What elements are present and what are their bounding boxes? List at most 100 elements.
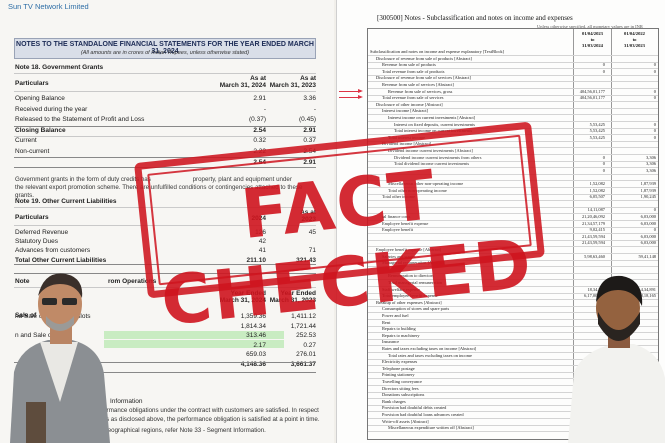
xbrl-row-value-current: 0 <box>602 154 605 160</box>
note20-row-value-2023: 3,661.37 <box>290 361 316 368</box>
note18-row-value-2024: (0.37) <box>249 116 266 124</box>
note19-row-label: Statutory Dues <box>15 238 58 246</box>
highlight-row-2 <box>104 340 284 348</box>
note20-row-value-2024: 2.17 <box>253 341 266 349</box>
xbrl-row: Revenue from sale of products 0 0 <box>368 62 658 70</box>
xbrl-row-value-previous: 0 <box>653 227 656 233</box>
note20-row-label: n and Sale of rights <box>15 332 72 340</box>
note18-row-value-2024: 0.32 <box>253 137 266 145</box>
note18-col1-b: March 31, 2024 <box>219 82 266 89</box>
xbrl-row: Revenue from sale of services, gross 404,… <box>368 89 658 96</box>
xbrl-row: Total managerial remuneration <box>368 280 658 288</box>
xbrl-row-value-previous: 0 <box>653 207 656 213</box>
xbrl-row-label: Total revenue from sale of services <box>382 95 444 101</box>
note20-col2-a: Year Ended <box>280 290 316 297</box>
xbrl-row: Interest income on current investments [… <box>368 115 658 123</box>
xbrl-row-value-current: 0 <box>602 68 605 74</box>
xbrl-row-value-previous: 4,34,891 <box>640 286 656 292</box>
xbrl-row: Travelling conveyance <box>368 379 658 387</box>
xbrl-row-label: Disclosure of revenue from sale of produ… <box>376 55 472 61</box>
note18-row-label: Current <box>15 137 37 145</box>
xbrl-row-label: Repairs to machinery <box>382 332 420 338</box>
xbrl-row-value-previous: 6,03,000 <box>640 240 656 246</box>
note20-para-1: erformance obligations under the contrac… <box>96 407 319 414</box>
xbrl-row: Repairs to building <box>368 326 658 334</box>
xbrl-row: Provision bad doubtful debts created <box>368 405 658 413</box>
note20-row-value-2023: 276.01 <box>296 351 316 359</box>
xbrl-row: Total revenue from sale of services 404,5… <box>368 95 658 103</box>
xbrl-row-value-current: 1,52,082 <box>589 187 605 193</box>
xbrl-row-value-current: 404,56,01,177 <box>579 88 605 94</box>
note19-row-label: Total Other Current Liabilities <box>15 256 107 264</box>
xbrl-row: Consumption of stores and spare parts <box>368 306 658 314</box>
xbrl-row: Remuneration to directors <box>368 273 658 281</box>
note20-row-value-2023: 0.27 <box>303 341 316 349</box>
xbrl-row-value-current: 0 <box>602 167 605 173</box>
note20-para-2: tions as disclosed above, the performanc… <box>96 416 320 423</box>
xbrl-row-value-current: 6,17,00,297 <box>584 293 605 299</box>
xbrl-row-label: Remuneration to directors <box>388 273 434 279</box>
xbrl-row-value-current: 21,20,46,092 <box>581 214 605 219</box>
note18-row-value-2024: 2.91 <box>253 95 266 102</box>
xbrl-row: Write-off assets [Abstract] <box>368 419 658 426</box>
xbrl-row-value-current: 21,43,59,594 <box>581 240 605 246</box>
xbrl-row-label: Disclosure of other income [Abstract] <box>376 101 443 107</box>
table-divider <box>14 362 316 363</box>
xbrl-row-value-previous: 0 <box>653 128 656 134</box>
xbrl-row: Total revenue from sale of products 0 0 <box>368 69 658 76</box>
xbrl-row-label: Repairs to building <box>382 326 416 332</box>
xbrl-row-label: Directors sitting fees <box>382 385 419 391</box>
note20-title-tail: rom Operations <box>108 278 157 285</box>
table-divider <box>14 136 316 137</box>
note20-col1-a: Year Ended <box>230 290 266 297</box>
xbrl-row: Provision bad doubtful loans advances cr… <box>368 412 658 420</box>
xbrl-row-value-current: 5,53,425 <box>589 121 605 127</box>
xbrl-row-label: Subclassification and notes on income an… <box>370 49 505 54</box>
xbrl-row-label: Insurance <box>382 339 400 345</box>
xbrl-row-label: Total employee benefit expense <box>382 293 438 299</box>
xbrl-row-value-previous: 3,306 <box>646 154 656 160</box>
xbrl-row-label: Consumption of stores and spare parts <box>382 306 450 312</box>
red-arrow-2 <box>339 95 363 99</box>
xbrl-row-value-previous: 0 <box>653 68 656 74</box>
xbrl-row-value-previous: 0 <box>653 134 656 140</box>
xbrl-row-value-current: 21,43,59,594 <box>581 233 605 239</box>
xbrl-col2-header: 01/04/2022 to 31/03/2023 <box>624 31 645 48</box>
xbrl-row-label: Breakup of other expenses [Abstract] <box>376 299 442 305</box>
xbrl-row: Power and fuel <box>368 313 658 321</box>
note20-sale-of: Sale of <box>15 312 37 319</box>
xbrl-row: Interest income [Abstract] <box>368 108 658 116</box>
note18-row-value-2023: 2.91 <box>303 126 316 134</box>
xbrl-row <box>368 267 658 274</box>
xbrl-row-value-previous: 6,03,000 <box>640 220 656 226</box>
xbrl-row-value-current: 14,11,087 <box>587 207 605 213</box>
note18-title: Note 18. Government Grants <box>15 64 104 71</box>
note19-col-particulars: Particulars <box>15 214 49 221</box>
xbrl-row-label: Printing stationery <box>382 372 415 378</box>
xbrl-row: Total employee benefit expense 6,17,00,29… <box>368 293 658 301</box>
xbrl-row: Rates and taxes excluding taxes on incom… <box>368 346 658 354</box>
note18-row-label: Non-current <box>15 148 50 155</box>
note20-para-3: by geographical regions, refer Note 33 -… <box>96 427 266 434</box>
xbrl-row-label: Disclosure of revenue from sale of servi… <box>376 75 471 81</box>
xbrl-row-value-previous: 0 <box>653 121 656 127</box>
note18-row-value-2024: - <box>263 105 266 113</box>
note20-row-value-2024: 4,148.36 <box>240 361 266 368</box>
xbrl-row-value-current: 5,53,425 <box>589 134 605 140</box>
note20-row-value-2024: 659.03 <box>246 351 266 359</box>
note18-col1-a: As at <box>250 75 266 82</box>
xbrl-row-value-current: 0 <box>602 62 605 68</box>
xbrl-row-label: Bank charges <box>382 398 406 404</box>
xbrl-row-label: Rent <box>382 319 391 325</box>
note18-row-value-2024: 2.54 <box>253 126 266 134</box>
xbrl-row-label: Revenue from sale of services [Abstract] <box>382 82 454 87</box>
xbrl-title: [300500] Notes - Subclassification and n… <box>377 14 573 22</box>
xbrl-row: Breakup of other expenses [Abstract] <box>368 300 658 307</box>
xbrl-row-label: Electricity expenses <box>382 359 418 365</box>
note18-col2-a: As at <box>300 75 316 82</box>
table-divider <box>14 372 316 373</box>
xbrl-row-label: Rates and taxes excluding taxes on incom… <box>382 346 477 351</box>
xbrl-row-label: Interest income on current investments [… <box>388 115 476 120</box>
note19-row-label: Advances from customers <box>15 247 91 255</box>
note18-row-value-2023: 3.36 <box>303 95 316 102</box>
